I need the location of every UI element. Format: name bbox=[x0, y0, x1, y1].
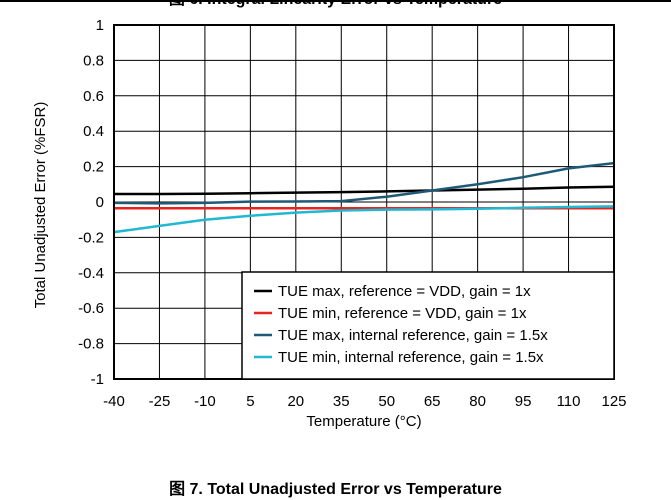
y-tick-label: 0.4 bbox=[83, 123, 104, 140]
x-tick-label: 65 bbox=[424, 393, 441, 410]
series-line-4 bbox=[113, 205, 615, 234]
legend-entry: TUE min, reference = VDD, gain = 1x bbox=[278, 305, 527, 322]
figure-caption: 图 7. Total Unadjusted Error vs Temperatu… bbox=[169, 481, 502, 498]
y-axis-label: Total Unadjusted Error (%FSR) bbox=[32, 102, 49, 309]
y-tick-label: 0 bbox=[96, 194, 104, 211]
x-tick-label: 35 bbox=[333, 393, 350, 410]
y-tick-label: -0.8 bbox=[78, 336, 104, 353]
legend: TUE max, reference = VDD, gain = 1x TUE m… bbox=[241, 271, 615, 380]
x-tick-label: -10 bbox=[194, 393, 216, 410]
y-tick-label: -0.6 bbox=[78, 300, 104, 317]
series-line-1 bbox=[114, 185, 615, 196]
tue-vs-temperature-chart: -40 -25 -10 5 20 35 50 65 80 95 110 125 10.80.60.40… bbox=[32, 17, 627, 430]
y-tick-label: 0.6 bbox=[83, 88, 104, 105]
y-tick-label: -1 bbox=[91, 371, 104, 388]
x-tick-label: 80 bbox=[469, 393, 486, 410]
top-rule bbox=[0, 0, 671, 2]
x-tick-label: 20 bbox=[287, 393, 304, 410]
y-tick-label: 1 bbox=[96, 17, 104, 34]
x-axis-label: Temperature (°C) bbox=[306, 413, 421, 430]
x-tick-label: 110 bbox=[557, 393, 581, 410]
legend-entry: TUE min, internal reference, gain = 1.5x bbox=[278, 349, 544, 366]
legend-entry: TUE max, internal reference, gain = 1.5x bbox=[278, 327, 548, 344]
x-tick-label: 125 bbox=[601, 393, 626, 410]
legend-box bbox=[241, 271, 615, 380]
y-tick-label: -0.2 bbox=[78, 229, 104, 246]
series-line-3 bbox=[113, 161, 615, 205]
y-tick-label: -0.4 bbox=[78, 265, 104, 282]
x-tick-label: 50 bbox=[378, 393, 395, 410]
x-tick-labels: -40 -25 -10 5 20 35 50 65 80 95 110 125 bbox=[103, 393, 626, 410]
y-tick-label: 0.2 bbox=[83, 159, 104, 176]
x-tick-label: 5 bbox=[246, 393, 254, 410]
y-tick-label: 0.8 bbox=[83, 52, 104, 69]
x-tick-label: 95 bbox=[515, 393, 532, 410]
series-lines bbox=[113, 161, 615, 234]
x-tick-label: -40 bbox=[103, 393, 125, 410]
y-tick-labels: 1 0.8 0.6 0.4 0.2 0 -0.2 -0.4 -0.6 -0.8 -1 bbox=[78, 17, 104, 388]
legend-entry: TUE max, reference = VDD, gain = 1x bbox=[278, 283, 531, 300]
previous-figure-caption: 图 6. Integral Linearity Error vs Tempera… bbox=[0, 0, 671, 9]
x-tick-label: -25 bbox=[149, 393, 171, 410]
